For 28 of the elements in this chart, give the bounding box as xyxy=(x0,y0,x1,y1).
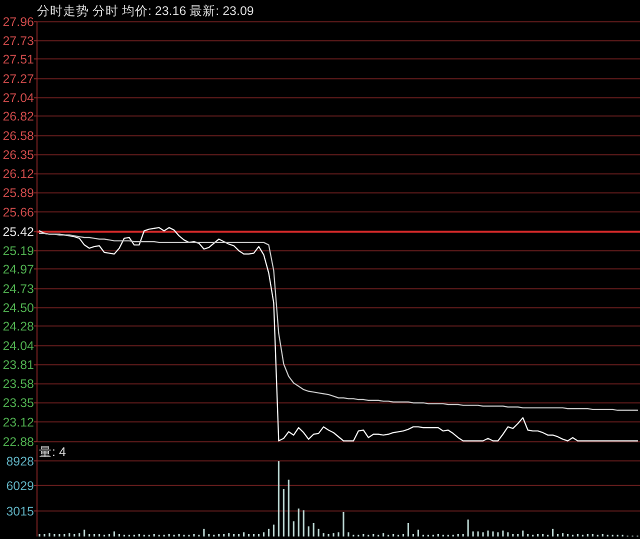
y-tick-label: 23.81 xyxy=(2,358,34,372)
y-tick-label: 3015 xyxy=(6,504,34,518)
y-tick-label: 26.58 xyxy=(2,129,34,144)
y-tick-label: 26.82 xyxy=(2,109,34,124)
y-tick-label: 26.12 xyxy=(2,167,34,182)
y-tick-label: 27.27 xyxy=(2,72,34,86)
y-tick-label: 23.58 xyxy=(2,377,34,392)
y-tick-label: 25.42 xyxy=(2,225,34,240)
y-tick-label: 22.88 xyxy=(2,435,34,450)
y-tick-label: 8928 xyxy=(6,454,34,468)
y-tick-label: 23.12 xyxy=(2,415,34,430)
title: 分时走势 分时 均价: 23.16 最新: 23.09 xyxy=(37,4,254,18)
y-tick-label: 24.97 xyxy=(2,262,34,276)
y-tick-label: 27.73 xyxy=(2,34,34,48)
y-tick-label: 24.73 xyxy=(2,282,34,296)
y-tick-label: 24.04 xyxy=(2,339,34,354)
y-tick-label: 24.50 xyxy=(2,301,34,316)
y-tick-label: 26.35 xyxy=(2,148,34,162)
y-tick-label: 25.66 xyxy=(2,205,34,220)
y-tick-label: 24.28 xyxy=(2,319,34,334)
y-tick-label: 6029 xyxy=(6,478,34,493)
y-tick-label: 25.89 xyxy=(2,186,34,200)
y-tick-label: 27.51 xyxy=(2,52,34,66)
y-tick-label: 27.96 xyxy=(2,15,34,30)
y-tick-label: 25.19 xyxy=(2,244,34,258)
y-tick-label: 23.35 xyxy=(2,396,34,410)
title: 量: 4 xyxy=(39,445,66,459)
y-tick-label: 27.04 xyxy=(2,91,34,106)
